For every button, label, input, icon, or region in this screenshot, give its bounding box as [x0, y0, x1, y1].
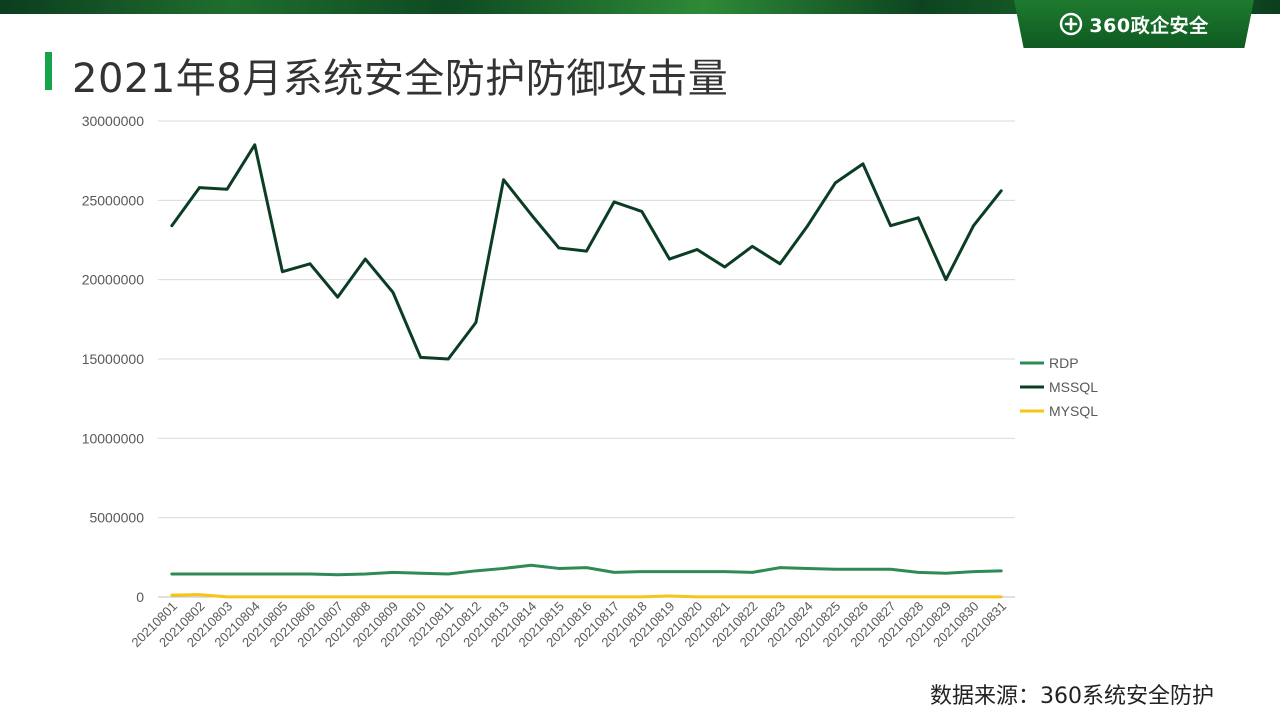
- y-tick-label: 25000000: [82, 192, 145, 208]
- y-tick-label: 20000000: [82, 272, 145, 288]
- legend-label-mysql: MYSQL: [1049, 403, 1098, 419]
- brand-name: 360政企安全: [1089, 14, 1209, 37]
- page-title: 2021年8月系统安全防护防御攻击量: [72, 56, 729, 102]
- brand-logo: 360政企安全: [1014, 0, 1254, 48]
- series-line-mssql: [170, 143, 1003, 361]
- title-accent-bar: [45, 52, 52, 90]
- y-tick-label: 0: [136, 589, 144, 605]
- plus-circle-icon: [1059, 12, 1083, 36]
- legend-label-rdp: RDP: [1049, 355, 1079, 371]
- line-chart: 0 5000000 10000000 15000000 20000000 25000000…: [82, 113, 1099, 650]
- y-tick-label: 5000000: [89, 510, 144, 526]
- top-banner: [0, 0, 1280, 14]
- y-tick-label: 30000000: [82, 113, 145, 129]
- series-line-mysql: [170, 593, 1003, 599]
- y-tick-label: 15000000: [82, 351, 145, 367]
- data-source-note: 数据来源：360系统安全防护: [930, 684, 1214, 709]
- y-tick-label: 10000000: [82, 430, 145, 446]
- series-line-rdp: [170, 563, 1003, 577]
- legend-label-mssql: MSSQL: [1049, 379, 1098, 395]
